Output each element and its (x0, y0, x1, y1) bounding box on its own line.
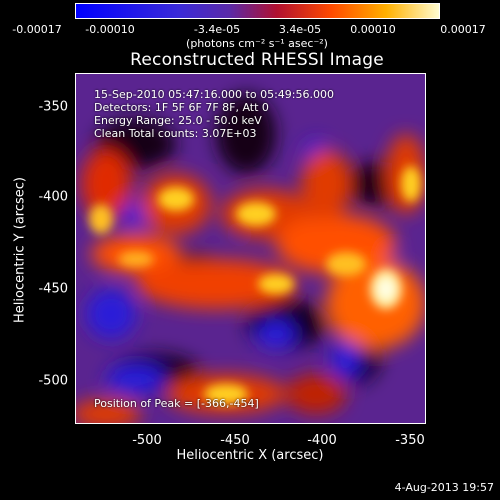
colorbar-tick-label: -0.00017 (12, 23, 62, 36)
colorbar-tick-label: 3.4e-05 (278, 23, 322, 36)
y-tick-label: -500 (38, 373, 68, 389)
y-tick-label: -350 (38, 99, 68, 115)
colorbar-tick-label: 0.00017 (440, 23, 486, 36)
peak-position-label: Position of Peak = [-366,-454] (94, 397, 259, 410)
clean-counts-label: Clean Total counts: 3.07E+03 (94, 127, 257, 140)
x-axis-label: Heliocentric X (arcsec) (176, 448, 324, 463)
colorbar-units: (photons cm⁻² s⁻¹ asec⁻²) (186, 37, 328, 50)
x-tick-label: -350 (395, 433, 425, 448)
colorbar-tick-label: -0.00010 (85, 23, 135, 36)
reconstructed-image (76, 74, 425, 423)
date-stamp: 4-Aug-2013 19:57 (394, 481, 494, 494)
x-tick-label: -400 (307, 433, 337, 448)
x-tick-label: -450 (220, 433, 250, 448)
y-axis-label: Heliocentric Y (arcsec) (12, 177, 28, 323)
y-tick-label: -400 (38, 189, 68, 205)
rhessi-image-panel: 15-Sep-2010 05:47:16.000 to 05:49:56.000… (75, 73, 426, 424)
detectors-label: Detectors: 1F 5F 6F 7F 8F, Att 0 (94, 101, 269, 114)
x-tick-label: -500 (132, 433, 162, 448)
color-bar (75, 3, 440, 19)
y-tick-label: -450 (38, 281, 68, 297)
image-title: Reconstructed RHESSI Image (130, 50, 384, 70)
time-range-label: 15-Sep-2010 05:47:16.000 to 05:49:56.000 (94, 88, 334, 101)
energy-range-label: Energy Range: 25.0 - 50.0 keV (94, 114, 262, 127)
colorbar-tick-label: 0.00010 (350, 23, 396, 36)
colorbar-tick-label: -3.4e-05 (193, 23, 241, 36)
